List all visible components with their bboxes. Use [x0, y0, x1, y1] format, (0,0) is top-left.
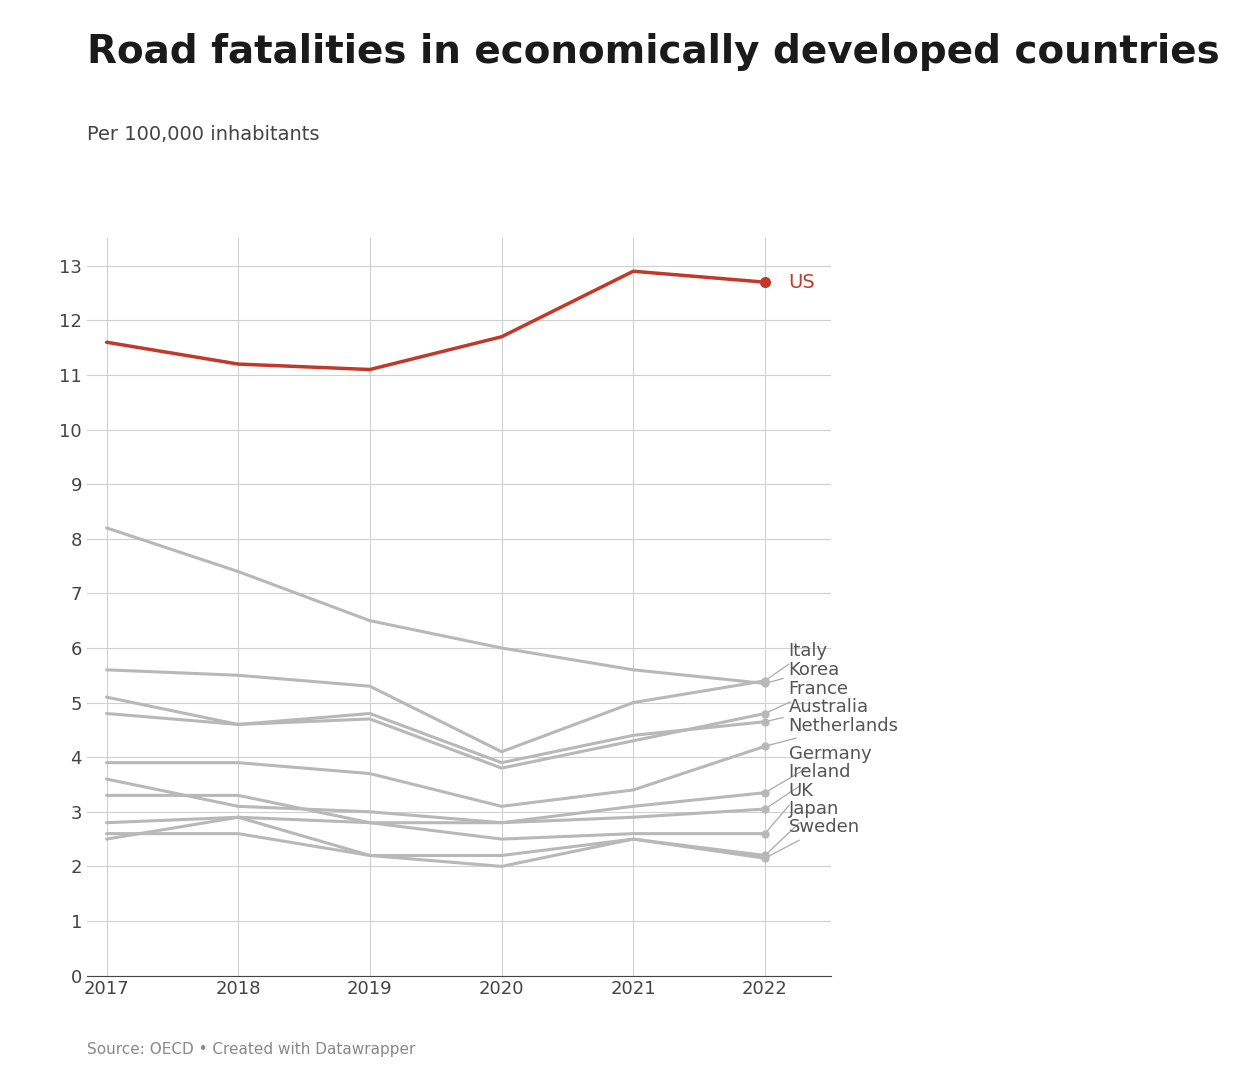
- Text: Per 100,000 inhabitants: Per 100,000 inhabitants: [87, 125, 320, 144]
- Text: Australia: Australia: [768, 698, 869, 721]
- Text: France: France: [768, 680, 848, 712]
- Text: US: US: [789, 273, 816, 292]
- Text: Korea: Korea: [768, 661, 839, 683]
- Text: Ireland: Ireland: [768, 763, 851, 808]
- Text: Source: OECD • Created with Datawrapper: Source: OECD • Created with Datawrapper: [87, 1042, 415, 1057]
- Text: UK: UK: [766, 782, 813, 831]
- Text: Germany: Germany: [768, 746, 872, 791]
- Text: Japan: Japan: [768, 800, 839, 853]
- Text: Netherlands: Netherlands: [768, 717, 899, 746]
- Text: Italy: Italy: [768, 642, 828, 680]
- Text: Road fatalities in economically developed countries: Road fatalities in economically develope…: [87, 33, 1220, 70]
- Text: Sweden: Sweden: [768, 818, 859, 857]
